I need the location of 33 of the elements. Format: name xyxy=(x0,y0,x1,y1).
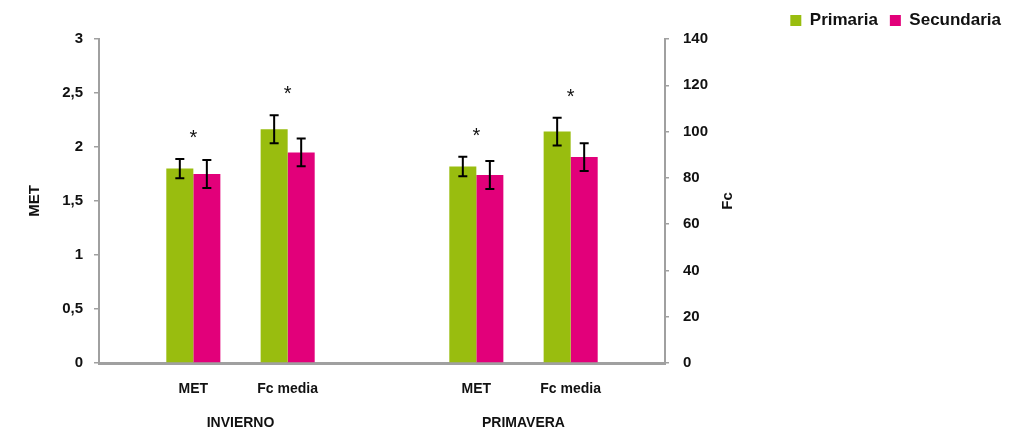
y2-tick-label: 60 xyxy=(683,214,700,232)
x-tick-label: MET xyxy=(178,380,209,397)
y2-tick-label: 20 xyxy=(683,306,700,324)
y2-tick-label: 80 xyxy=(683,168,700,185)
text: PRIMAVERA xyxy=(482,413,565,430)
y2-tick-label: 40 xyxy=(683,260,700,278)
y-tick-label: 1 xyxy=(74,245,83,263)
x-tick-label: Fc media xyxy=(257,380,319,397)
y2-tick-label: 100 xyxy=(683,121,709,139)
annotation: * xyxy=(472,123,481,146)
y-tick-label: 0 xyxy=(74,353,83,371)
annotation: * xyxy=(566,84,575,107)
y-tick-label: 2,5 xyxy=(62,83,83,101)
y-tick-label: 3 xyxy=(74,29,83,47)
y2-tick-label: 0 xyxy=(683,353,692,371)
y2-tick-label: 140 xyxy=(683,29,709,47)
x-tick-label: MET xyxy=(461,380,492,397)
legend-label: Secundaria xyxy=(909,10,1002,30)
bar xyxy=(543,131,571,363)
y-axis-title: MET xyxy=(25,185,43,217)
legend-label: Primaria xyxy=(809,10,879,30)
annotation: * xyxy=(283,82,292,105)
bar xyxy=(570,157,598,363)
y2-tick-label: 120 xyxy=(683,75,709,93)
bar xyxy=(260,129,288,363)
y-tick-label: 2 xyxy=(74,137,83,155)
y2-axis-title: Fc xyxy=(718,192,736,210)
x-tick-label: Fc media xyxy=(540,380,602,397)
bar xyxy=(287,152,315,363)
y-tick-label: 0,5 xyxy=(62,299,83,317)
annotation: * xyxy=(189,125,198,148)
y-tick-label: 1,5 xyxy=(62,191,83,209)
text: INVIERNO xyxy=(206,413,275,430)
